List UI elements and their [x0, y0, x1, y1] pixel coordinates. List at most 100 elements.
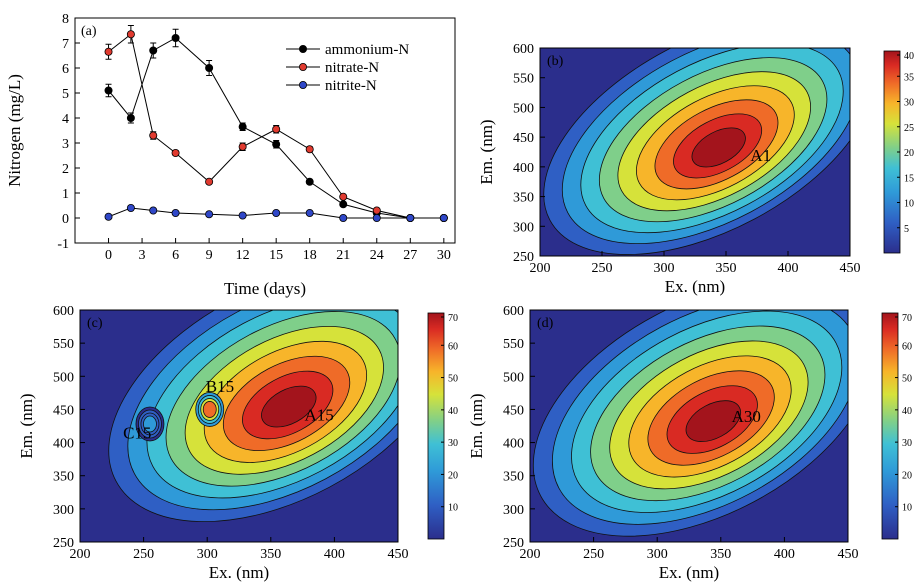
- y-tick-label: 400: [503, 437, 524, 452]
- y-tick-label: 300: [53, 503, 74, 518]
- y-tick-label: 300: [503, 503, 524, 518]
- x-axis-label: Time (days): [224, 279, 306, 298]
- series-line: [108, 33, 444, 219]
- x-tick-label: 400: [774, 547, 795, 562]
- y-tick-label: 4: [62, 112, 69, 127]
- y-tick-label: 1: [62, 187, 69, 202]
- y-tick-label: 250: [53, 536, 74, 551]
- colorbar-tick-label: 25: [904, 123, 914, 134]
- data-point: [104, 86, 113, 95]
- y-tick-label: 400: [53, 437, 74, 452]
- x-tick-label: 15: [269, 248, 283, 263]
- legend-marker: [298, 45, 307, 54]
- x-axis-label: Ex. (nm): [665, 277, 725, 296]
- y-tick-label: 500: [53, 370, 74, 385]
- colorbar-tick-label: 50: [448, 374, 458, 385]
- y-tick-label: 300: [513, 220, 534, 235]
- panel-label: (b): [547, 54, 564, 69]
- x-tick-label: 250: [133, 547, 154, 562]
- y-tick-label: 550: [53, 337, 74, 352]
- colorbar-tick-label: 50: [902, 374, 912, 385]
- data-point: [171, 208, 180, 217]
- plot-frame: [529, 309, 849, 543]
- colorbar-tick-label: 10: [448, 503, 458, 514]
- y-axis-label: Em. (nm): [17, 393, 36, 458]
- x-tick-label: 200: [70, 547, 91, 562]
- y-axis-label: Nitrogen (mg/L): [5, 74, 24, 187]
- data-point: [439, 213, 448, 222]
- data-point: [372, 206, 381, 215]
- contour-fills: [532, 310, 848, 537]
- series-line: [108, 37, 444, 219]
- colorbar-tick-label: 70: [902, 313, 912, 324]
- x-tick-label: 450: [388, 547, 409, 562]
- y-tick-label: 600: [503, 304, 524, 319]
- y-tick-label: 350: [513, 191, 534, 206]
- x-tick-label: 450: [838, 547, 859, 562]
- x-tick-label: 12: [236, 248, 250, 263]
- data-point: [406, 213, 415, 222]
- y-tick-label: 0: [62, 212, 69, 227]
- x-tick-label: 250: [592, 261, 613, 276]
- panel-label: (c): [87, 316, 103, 331]
- data-point: [272, 125, 281, 134]
- y-tick-label: 600: [513, 42, 534, 57]
- data-point: [171, 148, 180, 157]
- peak-label: B15: [206, 377, 234, 396]
- colorbar-tick-label: 40: [902, 406, 912, 417]
- colorbar-tick-label: 20: [904, 148, 914, 159]
- x-tick-label: 18: [303, 248, 317, 263]
- contour-fills: [543, 48, 850, 255]
- panel-label: (d): [537, 316, 554, 331]
- x-tick-label: 400: [324, 547, 345, 562]
- x-tick-label: 0: [105, 248, 112, 263]
- x-axis-label: Ex. (nm): [209, 563, 269, 582]
- data-point: [305, 208, 314, 217]
- contour-fills: [108, 310, 398, 522]
- panel-d: 200 250 300 350 400 4502503003504004505005506…: [467, 304, 912, 582]
- legend-marker: [298, 81, 307, 90]
- x-tick-label: 21: [336, 248, 350, 263]
- data-point: [238, 211, 247, 220]
- x-tick-label: 200: [530, 261, 551, 276]
- colorbar-tick-label: 5: [904, 224, 909, 235]
- peak-label: A15: [304, 406, 333, 425]
- data-point: [171, 34, 180, 43]
- legend-label: nitrite-N: [325, 78, 377, 94]
- y-tick-label: 400: [513, 161, 534, 176]
- y-tick-label: 6: [62, 62, 69, 77]
- data-point: [305, 145, 314, 154]
- x-tick-label: 9: [206, 248, 213, 263]
- data-point: [205, 177, 214, 186]
- y-tick-label: 450: [513, 131, 534, 146]
- y-tick-label: 600: [53, 304, 74, 319]
- y-tick-label: 5: [62, 87, 69, 102]
- x-tick-label: 27: [403, 248, 417, 263]
- x-tick-label: 30: [437, 248, 451, 263]
- colorbar: [881, 312, 899, 540]
- x-tick-label: 350: [710, 547, 731, 562]
- data-point: [126, 114, 135, 123]
- y-tick-label: 2: [62, 162, 69, 177]
- series-nitrite-N: [104, 203, 448, 222]
- x-tick-label: 300: [197, 547, 218, 562]
- legend-label: nitrate-N: [325, 60, 379, 76]
- contour-band: [685, 400, 741, 442]
- colorbar-tick-label: 20: [448, 470, 458, 481]
- data-point: [272, 208, 281, 217]
- panel-c: 200 250 300 350 400 4502503003504004505005506…: [17, 304, 458, 582]
- colorbar-tick-label: 30: [902, 438, 912, 449]
- y-tick-label: 350: [53, 470, 74, 485]
- y-tick-label: 450: [53, 403, 74, 418]
- colorbar-tick-label: 70: [448, 313, 458, 324]
- x-tick-label: 250: [583, 547, 604, 562]
- colorbar-tick-label: 60: [448, 341, 458, 352]
- plot-frame: [74, 17, 456, 244]
- y-tick-label: 550: [503, 337, 524, 352]
- y-tick-label: 3: [62, 137, 69, 152]
- data-point: [149, 206, 158, 215]
- data-point: [205, 210, 214, 219]
- panel-b: 200 250 300 350 400 4502503003504004505005506…: [477, 42, 914, 296]
